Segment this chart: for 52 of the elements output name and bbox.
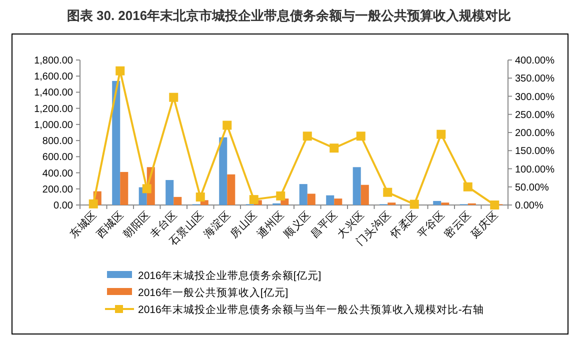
point xyxy=(116,66,125,76)
bar xyxy=(352,167,361,205)
point xyxy=(169,92,178,102)
bar xyxy=(227,174,236,205)
bar xyxy=(120,172,128,205)
y2-tick-label: 200.00% xyxy=(515,128,555,139)
bar xyxy=(326,195,334,205)
point xyxy=(436,130,446,139)
bar xyxy=(433,200,442,205)
y-tick-label: 1,800.00 xyxy=(34,56,74,66)
y2-tick-label: 250.00% xyxy=(515,110,555,121)
y2-tick-label: 350.00% xyxy=(515,74,555,85)
y2-tick-label: 0.00% xyxy=(515,200,544,212)
y2-tick-label: 150.00% xyxy=(515,146,555,158)
y-tick-label: 200.00 xyxy=(42,184,74,196)
point xyxy=(276,191,286,200)
legend-label: 2016年一般公共预算收入[亿元] xyxy=(138,286,288,299)
bar xyxy=(299,184,308,205)
bar xyxy=(334,198,342,205)
y2-tick-label: 50.00% xyxy=(515,182,550,194)
y-tick-label: 800.00 xyxy=(42,136,74,148)
y-tick-label: 0.00 xyxy=(54,200,74,212)
point xyxy=(88,199,98,208)
y-tick-label: 600.00 xyxy=(42,152,74,164)
point xyxy=(410,200,419,209)
point xyxy=(463,182,472,192)
y2-tick-label: 300.00% xyxy=(515,92,555,103)
y-tick-label: 400.00 xyxy=(42,168,74,180)
bar xyxy=(174,196,182,205)
bar xyxy=(112,80,120,205)
y-tick-label: 1,200.00 xyxy=(34,104,74,115)
legend-label: 2016年末城投企业带息债务余额与当年一般公共预算收入规模对比-右轴 xyxy=(138,303,484,316)
point xyxy=(330,144,339,153)
legend-label: 2016年末城投企业带息债务余额[亿元] xyxy=(138,269,322,282)
bar xyxy=(307,194,316,205)
point xyxy=(490,200,500,210)
point xyxy=(196,192,205,202)
bar xyxy=(360,184,369,205)
chart-title: 图表 30. 2016年末北京市城投企业带息债务余额与一般公共预算收入规模对比 xyxy=(66,8,512,23)
y-tick-label: 1,400.00 xyxy=(34,88,74,99)
point xyxy=(302,132,312,141)
point xyxy=(383,188,392,197)
y-tick-label: 1,600.00 xyxy=(34,72,74,83)
y-tick-label: 1,000.00 xyxy=(34,120,74,131)
point xyxy=(356,132,366,141)
y2-tick-label: 400.00% xyxy=(515,56,555,66)
bar xyxy=(219,137,228,205)
point xyxy=(249,195,258,204)
bar xyxy=(166,180,174,205)
y2-tick-label: 100.00% xyxy=(515,164,555,176)
point xyxy=(142,184,152,194)
point xyxy=(222,120,232,130)
